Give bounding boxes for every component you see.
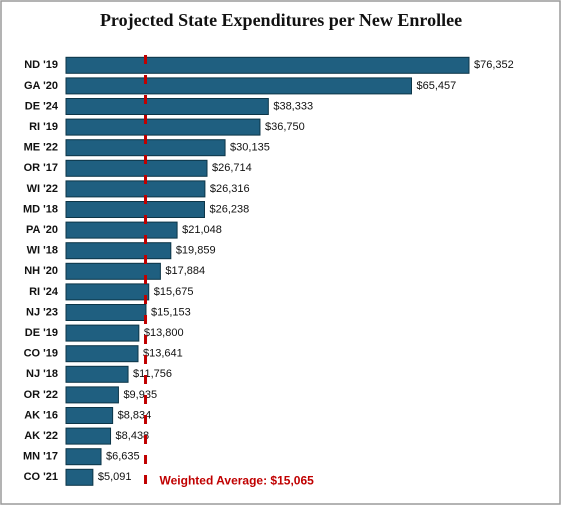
bar [65,56,470,74]
value-label: $13,800 [144,327,184,339]
bar [65,98,269,115]
bar [65,221,178,239]
category-label: NH '20 [24,265,58,277]
value-label: $15,153 [151,306,191,318]
average-label: Weighted Average: $15,065 [160,473,315,487]
category-label: PA '20 [26,224,58,236]
category-label: AK '16 [24,409,58,421]
value-label: $8,834 [118,409,152,421]
value-label: $76,352 [474,59,514,71]
category-label: DE '19 [25,327,58,339]
bar [65,427,112,445]
category-label: WI '22 [27,183,58,195]
category-label: ME '22 [24,142,58,154]
value-label: $9,935 [123,389,157,401]
category-label: NJ '23 [26,306,58,318]
bar [65,345,139,363]
bar [65,304,147,321]
bar [65,242,172,260]
value-label: $8,438 [116,430,150,442]
category-label: OR '17 [24,162,58,174]
bar [65,262,161,280]
category-label: WI '18 [27,245,58,257]
value-label: $65,457 [416,80,456,92]
value-label: $26,316 [210,183,250,195]
category-label: MN '17 [23,451,58,463]
category-label: MD '18 [23,203,58,215]
bar [65,77,412,95]
category-label: DE '24 [25,100,59,112]
value-label: $5,091 [98,471,132,483]
value-label: $26,238 [209,203,249,215]
value-label: $11,756 [133,368,172,380]
value-label: $19,859 [176,245,216,257]
bar [65,159,208,177]
category-label: RI '24 [29,286,59,298]
value-label: $17,884 [165,265,205,277]
value-label: $15,675 [154,286,194,298]
value-label: $36,750 [265,121,305,133]
value-label: $13,641 [143,348,183,360]
bar [65,448,102,466]
category-label: AK '22 [24,430,58,442]
category-label: GA '20 [24,80,58,92]
chart-title: Projected State Expenditures per New Enr… [100,10,462,30]
bar [65,180,206,198]
value-label: $21,048 [182,224,222,236]
bar [65,468,94,486]
value-label: $26,714 [212,162,252,174]
bar [65,118,261,136]
bar [65,386,119,404]
category-label: CO '19 [24,348,58,360]
value-label: $6,635 [106,451,140,463]
value-label: $30,135 [230,142,270,154]
category-label: NJ '18 [26,368,58,380]
category-label: RI '19 [29,121,58,133]
bar [65,324,140,342]
bar [65,365,129,383]
bar [65,201,205,218]
bar [65,407,114,424]
category-label: CO '21 [24,471,58,483]
bar [65,283,150,301]
category-label: OR '22 [24,389,58,401]
category-label: ND '19 [24,59,58,71]
value-label: $38,333 [273,100,313,112]
